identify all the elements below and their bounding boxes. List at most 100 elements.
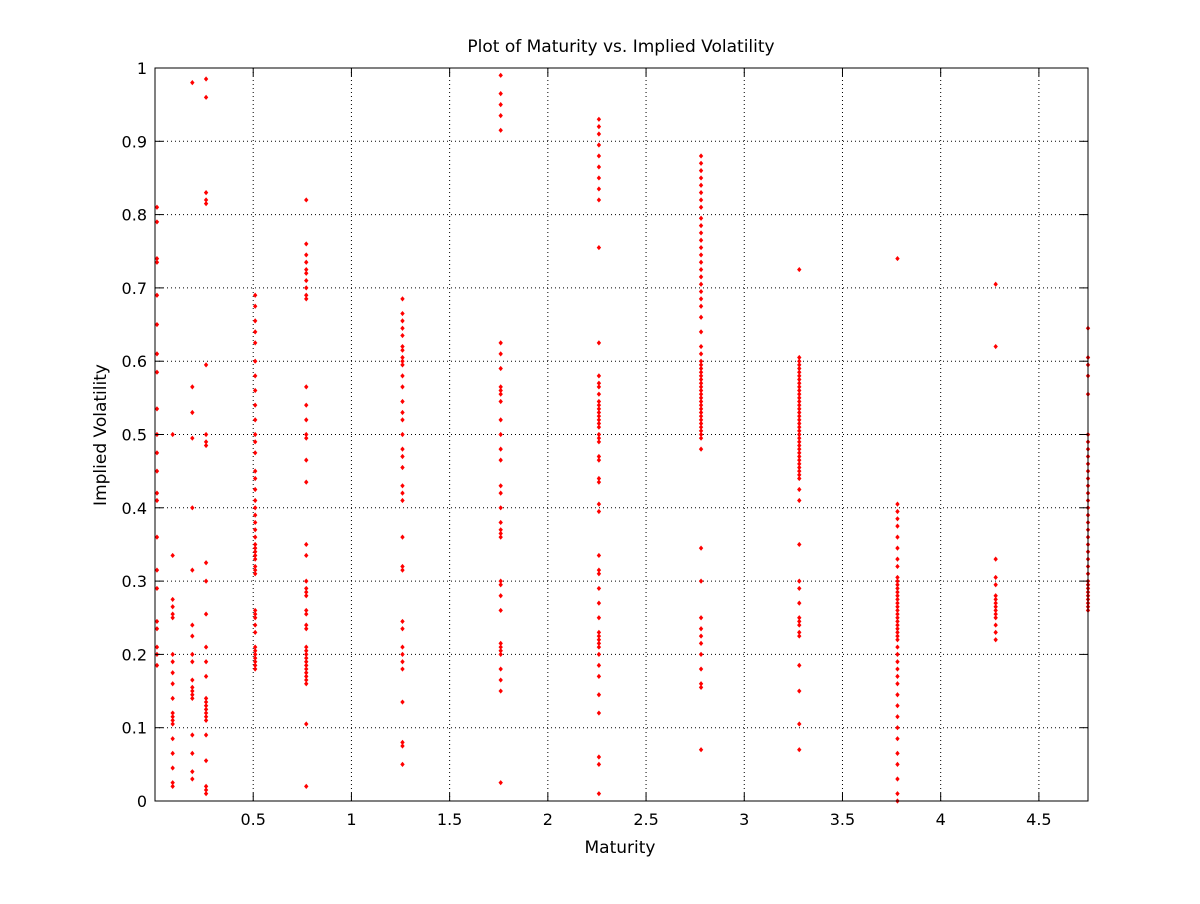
- data-point: [895, 692, 900, 698]
- data-point: [797, 398, 802, 405]
- data-point: [895, 666, 900, 672]
- y-tick-label: 1: [137, 59, 147, 78]
- data-point: [895, 578, 900, 584]
- data-point: [252, 318, 258, 324]
- data-point: [400, 354, 405, 361]
- x-tick-label: 4: [936, 810, 946, 829]
- data-point: [170, 721, 175, 727]
- data-point: [498, 483, 503, 489]
- data-point: [203, 659, 209, 665]
- data-point: [170, 681, 175, 687]
- data-point: [596, 673, 602, 679]
- data-point: [252, 358, 258, 364]
- data-point: [498, 457, 503, 463]
- data-point: [304, 644, 309, 650]
- data-point: [797, 486, 802, 493]
- data-point: [498, 688, 503, 694]
- data-point: [797, 747, 802, 753]
- data-point: [170, 596, 175, 603]
- data-point: [400, 644, 405, 650]
- data-point: [154, 255, 160, 262]
- data-point: [400, 490, 405, 496]
- data-point: [698, 190, 704, 196]
- data-point: [895, 615, 900, 621]
- data-point: [304, 431, 309, 438]
- y-axis-label: Implied Volatility: [91, 364, 111, 506]
- data-point: [400, 362, 405, 368]
- data-point: [154, 626, 160, 632]
- data-point: [498, 127, 503, 133]
- data-point: [304, 666, 309, 672]
- data-point: [797, 369, 802, 375]
- data-point: [304, 197, 309, 203]
- data-point: [400, 310, 405, 317]
- data-point: [698, 197, 704, 203]
- data-point: [895, 596, 900, 603]
- data-point: [252, 512, 258, 518]
- data-point: [400, 347, 405, 353]
- data-point: [498, 519, 503, 526]
- data-point: [154, 219, 160, 225]
- data-point: [596, 662, 602, 668]
- data-point: [190, 633, 195, 639]
- data-point: [498, 365, 503, 372]
- data-point: [797, 402, 802, 408]
- data-point: [895, 651, 900, 657]
- data-point: [596, 791, 602, 797]
- data-point: [252, 567, 258, 573]
- data-point: [400, 659, 405, 665]
- data-point: [252, 387, 258, 394]
- data-point: [596, 131, 602, 137]
- data-point: [400, 464, 405, 471]
- data-point: [993, 637, 998, 643]
- data-point: [797, 266, 802, 273]
- data-point: [203, 362, 209, 368]
- data-point: [596, 153, 602, 159]
- data-point: [698, 615, 704, 621]
- data-point: [498, 530, 503, 537]
- data-point: [596, 384, 602, 390]
- data-point: [252, 439, 258, 445]
- data-point: [304, 259, 309, 265]
- data-point: [895, 563, 900, 570]
- data-point: [797, 629, 802, 636]
- data-point: [698, 182, 704, 188]
- data-point: [252, 303, 258, 309]
- data-point: [252, 607, 258, 614]
- data-point: [698, 351, 704, 357]
- data-point: [895, 725, 900, 731]
- data-point: [498, 582, 503, 588]
- data-point: [304, 479, 309, 485]
- data-point: [797, 435, 802, 441]
- data-point: [698, 314, 704, 320]
- data-point: [698, 402, 704, 408]
- data-point: [797, 615, 802, 621]
- x-tick-label: 3.5: [830, 810, 855, 829]
- data-point: [698, 387, 704, 394]
- data-point: [698, 365, 704, 372]
- data-point: [252, 659, 258, 665]
- data-point: [698, 376, 704, 383]
- data-point: [498, 72, 503, 78]
- data-point: [797, 384, 802, 390]
- data-point: [203, 787, 209, 793]
- data-point: [252, 519, 258, 526]
- data-point: [203, 442, 209, 449]
- data-point: [190, 622, 195, 628]
- data-point: [698, 651, 704, 657]
- data-point: [400, 325, 405, 331]
- data-point: [498, 417, 503, 423]
- data-point: [304, 673, 309, 679]
- data-point: [895, 644, 900, 650]
- data-point: [895, 736, 900, 742]
- data-point: [596, 692, 602, 698]
- data-point: [797, 424, 802, 430]
- data-point: [698, 266, 704, 273]
- data-point: [993, 596, 998, 603]
- data-point: [797, 633, 802, 639]
- data-point: [154, 259, 160, 265]
- data-point: [498, 387, 503, 394]
- data-point: [596, 164, 602, 170]
- data-point: [895, 637, 900, 643]
